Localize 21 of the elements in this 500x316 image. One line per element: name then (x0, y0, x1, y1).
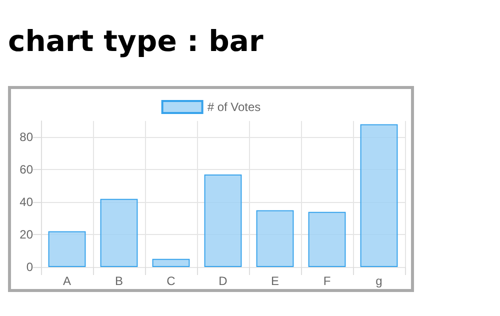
bar (152, 258, 190, 267)
x-tick-label: B (114, 274, 124, 288)
x-tick-label: F (323, 274, 331, 288)
y-tick-label: 60 (20, 162, 34, 177)
legend-label: # of Votes (207, 100, 261, 114)
y-tick-label: 80 (20, 130, 34, 144)
bar (204, 174, 242, 267)
y-tick-label: 0 (26, 260, 34, 274)
bar (100, 198, 138, 267)
chart-title: chart type : bar (8, 24, 264, 58)
x-tick-label: D (218, 274, 228, 288)
y-tick-label: 40 (20, 195, 34, 210)
x-tick-label: C (166, 274, 176, 288)
bar (360, 124, 398, 267)
x-tick-label: E (270, 274, 280, 288)
bar (308, 212, 346, 267)
bar (48, 231, 86, 267)
y-tick-label: 20 (20, 228, 34, 242)
x-tick-label: g (376, 274, 382, 288)
x-tick-label: A (62, 274, 72, 288)
bar (256, 210, 294, 267)
